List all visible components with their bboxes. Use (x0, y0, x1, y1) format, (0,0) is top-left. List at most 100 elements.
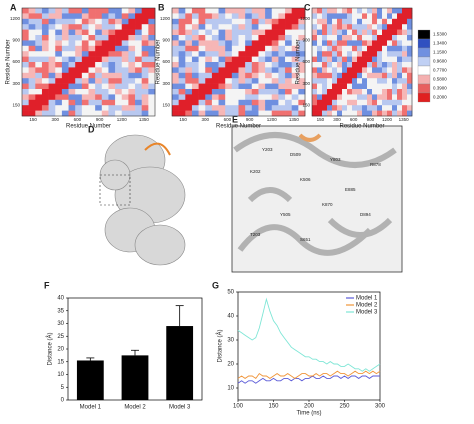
heatmap-cell (312, 56, 318, 63)
heatmap-cell (198, 110, 206, 117)
heatmap-cell (178, 62, 186, 68)
heatmap-cell (41, 51, 49, 57)
heatmap-cell (22, 56, 29, 63)
heatmap-cell (178, 105, 186, 111)
heatmap-cell (55, 56, 63, 63)
heatmap-cell (332, 35, 338, 41)
heatmap-cell (81, 51, 89, 57)
heatmap-cell (68, 35, 76, 41)
heatmap-cell (377, 35, 383, 41)
heatmap-cell (312, 62, 318, 68)
legend-label: Model 2 (356, 303, 378, 309)
heatmap-cell (218, 56, 226, 63)
heatmap-cell (342, 110, 348, 117)
colorbar-tick-label: 1.5300 (433, 32, 447, 37)
heatmap-cell (258, 24, 266, 30)
heatmap-cell (211, 35, 219, 41)
heatmap-cell (55, 94, 63, 101)
heatmap-cell (357, 13, 363, 20)
heatmap-cell (101, 89, 109, 95)
heatmap-cell (121, 35, 129, 41)
heatmap-cell (258, 51, 266, 57)
heatmap-cell (95, 72, 103, 79)
heatmap-cell (372, 105, 378, 111)
heatmap-cell (41, 40, 49, 47)
heatmap-cell (382, 8, 388, 14)
heatmap-cell (362, 72, 368, 79)
heatmap-cell (198, 35, 206, 41)
heatmap-y-tick-label: 900 (162, 38, 170, 43)
heatmap-cell (185, 51, 193, 57)
residue-label: E885 (345, 187, 356, 192)
heatmap-cell (397, 29, 403, 36)
heatmap-cell (245, 40, 253, 47)
legend-label: Model 1 (356, 296, 378, 302)
heatmap-cell (322, 105, 328, 111)
heatmap-cell (327, 83, 333, 90)
heatmap-cell (377, 78, 383, 84)
heatmap-cell (357, 40, 363, 47)
heatmap-cell (55, 13, 63, 20)
heatmap-x-tick-label: 1350 (399, 117, 410, 122)
heatmap-cell (392, 67, 398, 74)
heatmap-cell (55, 35, 63, 41)
heatmap-cell (245, 8, 253, 14)
heatmap-cell (48, 18, 56, 25)
heatmap-cell (238, 94, 246, 101)
heatmap-cell (367, 105, 373, 111)
heatmap-cell (387, 72, 393, 79)
heatmap-cell (367, 13, 373, 20)
heatmap-cell (317, 56, 323, 63)
heatmap-cell (317, 94, 323, 101)
heatmap-cell (367, 8, 373, 14)
heatmap-cell (55, 40, 63, 47)
heatmap-cell (372, 29, 378, 36)
heatmap-cell (327, 51, 333, 57)
heatmap-cell (22, 89, 29, 95)
heatmap-cell (245, 45, 253, 52)
heatmap-cell (231, 110, 239, 117)
heatmap-cell (205, 56, 213, 63)
heatmap-cell (342, 72, 348, 79)
heatmap-cell (28, 78, 36, 84)
heatmap-cell (205, 72, 213, 79)
heatmap-cell (285, 94, 292, 101)
heatmap-cell (285, 89, 292, 95)
heatmap-cell (337, 18, 343, 25)
heatmap-cell (317, 67, 323, 74)
heatmap-cell (121, 51, 129, 57)
heatmap-cell (251, 24, 259, 30)
heatmap-cell (95, 89, 103, 95)
heatmap-cell (75, 89, 83, 95)
heatmap-cell (317, 78, 323, 84)
heatmap-cell (22, 8, 29, 14)
heatmap-cell (88, 110, 96, 117)
heatmap-cell (245, 72, 253, 79)
heatmap-x-tick-label: 1200 (267, 117, 278, 122)
heatmap-cell (278, 105, 286, 111)
heatmap-cell (357, 78, 363, 84)
heatmap-cell (362, 45, 368, 52)
panel-letter: F (44, 280, 50, 290)
heatmap-cell (291, 94, 299, 101)
heatmap-cell (372, 56, 378, 63)
heatmap-cell (392, 72, 398, 79)
heatmap-cell (178, 45, 186, 52)
heatmap-cell (225, 62, 233, 68)
heatmap-cell (141, 67, 149, 74)
heatmap-cell (392, 83, 398, 90)
heatmap-cell (312, 105, 318, 111)
heatmap-cell (285, 13, 292, 20)
heatmap-cell (231, 83, 239, 90)
y-tick-label: 50 (227, 290, 234, 296)
heatmap-cell (48, 110, 56, 117)
heatmap-cell (88, 29, 96, 36)
x-tick-label: Model 1 (80, 405, 102, 411)
heatmap-cell (278, 51, 286, 57)
heatmap-cell (382, 45, 388, 52)
heatmap-cell (95, 13, 103, 20)
heatmap-y-tick-label: 150 (162, 102, 170, 107)
heatmap-cell (225, 105, 233, 111)
heatmap-cell (68, 40, 76, 47)
heatmap-cell (367, 89, 373, 95)
